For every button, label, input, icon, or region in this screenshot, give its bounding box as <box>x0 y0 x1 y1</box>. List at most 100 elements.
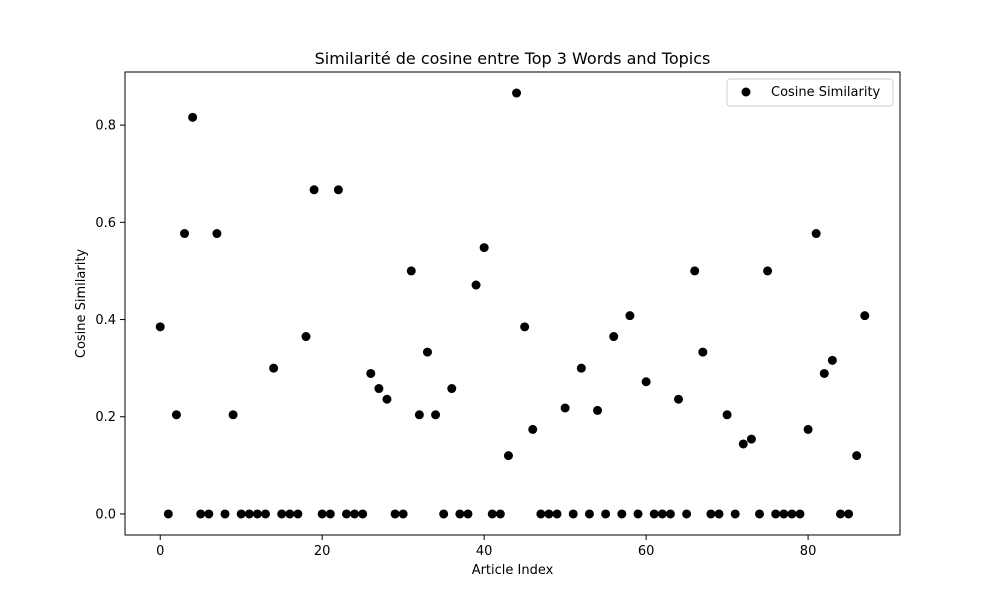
y-tick-label: 0.0 <box>95 507 116 522</box>
data-point <box>382 394 392 404</box>
data-point <box>479 243 489 253</box>
data-point <box>617 509 627 519</box>
data-point <box>285 509 295 519</box>
data-point <box>738 439 748 449</box>
data-point <box>730 509 740 519</box>
data-point <box>633 509 643 519</box>
data-point <box>593 405 603 415</box>
data-point <box>309 185 319 195</box>
data-point <box>609 332 619 342</box>
data-point <box>358 509 368 519</box>
data-points <box>155 88 870 519</box>
legend-marker <box>741 87 751 97</box>
data-point <box>495 509 505 519</box>
data-point <box>350 509 360 519</box>
data-point <box>641 377 651 387</box>
data-point <box>584 509 594 519</box>
plot-area: 0 20 40 60 80 0.0 0.2 0.4 0.6 0.8 <box>95 71 901 559</box>
data-point <box>406 266 416 276</box>
data-point <box>188 112 198 122</box>
data-point <box>779 509 789 519</box>
data-point <box>819 368 829 378</box>
data-point <box>439 509 449 519</box>
data-point <box>512 88 522 98</box>
data-point <box>665 509 675 519</box>
x-tick-label: 40 <box>476 544 493 559</box>
x-tick-label: 60 <box>638 544 655 559</box>
data-point <box>649 509 659 519</box>
x-tick-label: 80 <box>800 544 817 559</box>
legend: Cosine Similarity <box>726 78 894 107</box>
legend-frame <box>726 78 894 107</box>
data-point <box>520 322 530 332</box>
data-point <box>252 509 262 519</box>
data-point <box>447 384 457 394</box>
data-point <box>487 509 497 519</box>
data-point <box>674 394 684 404</box>
data-point <box>220 509 230 519</box>
data-point <box>163 509 173 519</box>
data-point <box>771 509 781 519</box>
data-point <box>528 424 538 434</box>
y-axis-label: Cosine Similarity <box>74 249 89 359</box>
data-point <box>431 410 441 420</box>
data-point <box>398 509 408 519</box>
data-point <box>625 311 635 321</box>
y-tick-label: 0.4 <box>95 313 116 328</box>
data-point <box>860 311 870 321</box>
data-point <box>560 403 570 413</box>
data-point <box>852 451 862 461</box>
y-axis: 0.0 0.2 0.4 0.6 0.8 <box>95 119 125 522</box>
data-point <box>835 509 845 519</box>
y-tick-label: 0.6 <box>95 216 116 231</box>
data-point <box>155 322 165 332</box>
data-point <box>277 509 287 519</box>
data-point <box>552 509 562 519</box>
data-point <box>293 509 303 519</box>
data-point <box>180 229 190 239</box>
data-point <box>325 509 335 519</box>
data-point <box>212 229 222 239</box>
data-point <box>471 280 481 290</box>
data-point <box>333 185 343 195</box>
data-point <box>763 266 773 276</box>
x-tick-label: 0 <box>156 544 164 559</box>
data-point <box>269 363 279 373</box>
data-point <box>204 509 214 519</box>
data-point <box>317 509 327 519</box>
plot-frame <box>124 71 901 536</box>
data-point <box>536 509 546 519</box>
y-tick-label: 0.2 <box>95 410 116 425</box>
data-point <box>341 509 351 519</box>
data-point <box>244 509 254 519</box>
data-point <box>374 384 384 394</box>
x-tick-label: 20 <box>314 544 331 559</box>
data-point <box>811 229 821 239</box>
data-point <box>690 266 700 276</box>
data-point <box>722 410 732 420</box>
data-point <box>844 509 854 519</box>
data-point <box>576 363 586 373</box>
data-point <box>390 509 400 519</box>
data-point <box>601 509 611 519</box>
data-point <box>503 451 513 461</box>
data-point <box>706 509 716 519</box>
data-point <box>698 347 708 357</box>
data-point <box>746 434 756 444</box>
data-point <box>544 509 554 519</box>
data-point <box>568 509 578 519</box>
data-point <box>714 509 724 519</box>
data-point <box>236 509 246 519</box>
data-point <box>455 509 465 519</box>
data-point <box>463 509 473 519</box>
data-point <box>422 347 432 357</box>
data-point <box>827 355 837 365</box>
data-point <box>301 332 311 342</box>
legend-label: Cosine Similarity <box>771 85 881 100</box>
data-point <box>682 509 692 519</box>
data-point <box>803 424 813 434</box>
chart-title: Similarité de cosine entre Top 3 Words a… <box>315 49 711 68</box>
data-point <box>228 410 238 420</box>
data-point <box>366 368 376 378</box>
